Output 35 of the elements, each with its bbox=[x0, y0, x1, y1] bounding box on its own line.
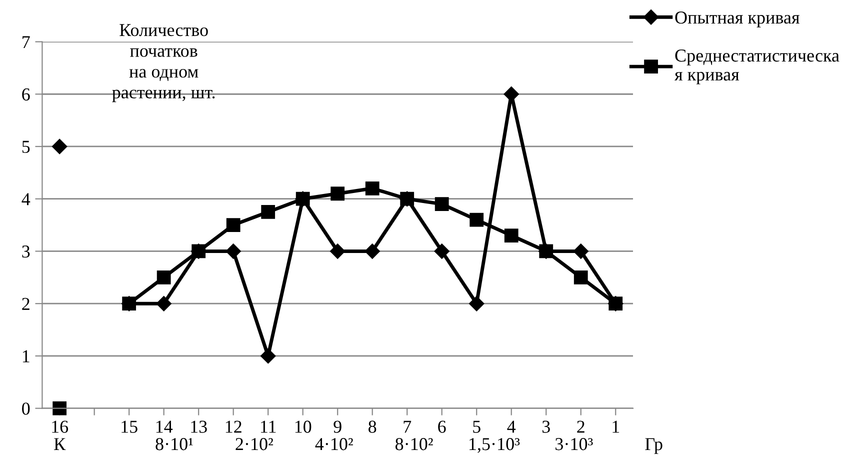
x-tick-label: 4 bbox=[507, 420, 516, 433]
y-tick-label: 7 bbox=[22, 36, 30, 48]
x-tick-label: 7 bbox=[404, 420, 412, 433]
x-tick-label: 16 bbox=[52, 420, 68, 433]
x-tick-label: 9 bbox=[334, 420, 342, 433]
x-tick-label: 14 bbox=[156, 420, 173, 433]
y-tick-label: 2 bbox=[22, 298, 30, 310]
y-tick-label: 6 bbox=[22, 88, 30, 101]
x-tick-label: 2 bbox=[577, 420, 584, 433]
x-tick-label: 6 bbox=[438, 420, 446, 433]
text: 3·10³ bbox=[556, 438, 593, 450]
text: 8·10¹ bbox=[156, 438, 193, 450]
text: 2·10² bbox=[236, 438, 274, 450]
x-tick-label: 5 bbox=[473, 420, 480, 433]
text: 1,5·10³ bbox=[470, 438, 520, 453]
y-tick-label: 3 bbox=[22, 246, 30, 258]
x-tick-label: 12 bbox=[226, 420, 242, 433]
text: 8·10² bbox=[395, 438, 433, 450]
x-tick-label: 8 bbox=[368, 420, 376, 433]
text: Гр bbox=[645, 438, 662, 454]
x-tick-label: 11 bbox=[260, 420, 276, 433]
y-tick-label: 4 bbox=[22, 193, 30, 206]
legend-label: Опытная кривая bbox=[675, 12, 800, 28]
y-axis-title: Количество початков на одном растении, шт. bbox=[112, 24, 215, 102]
y-tick-label: 0 bbox=[22, 402, 30, 415]
legend-label: Среднестатистическа я кривая bbox=[674, 50, 840, 84]
y-tick-label: 1 bbox=[22, 350, 30, 362]
x-tick-label: 3 bbox=[542, 420, 550, 433]
text: 4·10² bbox=[315, 438, 353, 450]
y-tick-label: 5 bbox=[22, 140, 30, 153]
text: К bbox=[54, 438, 66, 450]
x-tick-label: 1 bbox=[612, 420, 620, 433]
x-tick-label: 13 bbox=[191, 420, 207, 433]
x-tick-label: 15 bbox=[122, 420, 138, 433]
x-tick-label: 10 bbox=[295, 420, 312, 433]
